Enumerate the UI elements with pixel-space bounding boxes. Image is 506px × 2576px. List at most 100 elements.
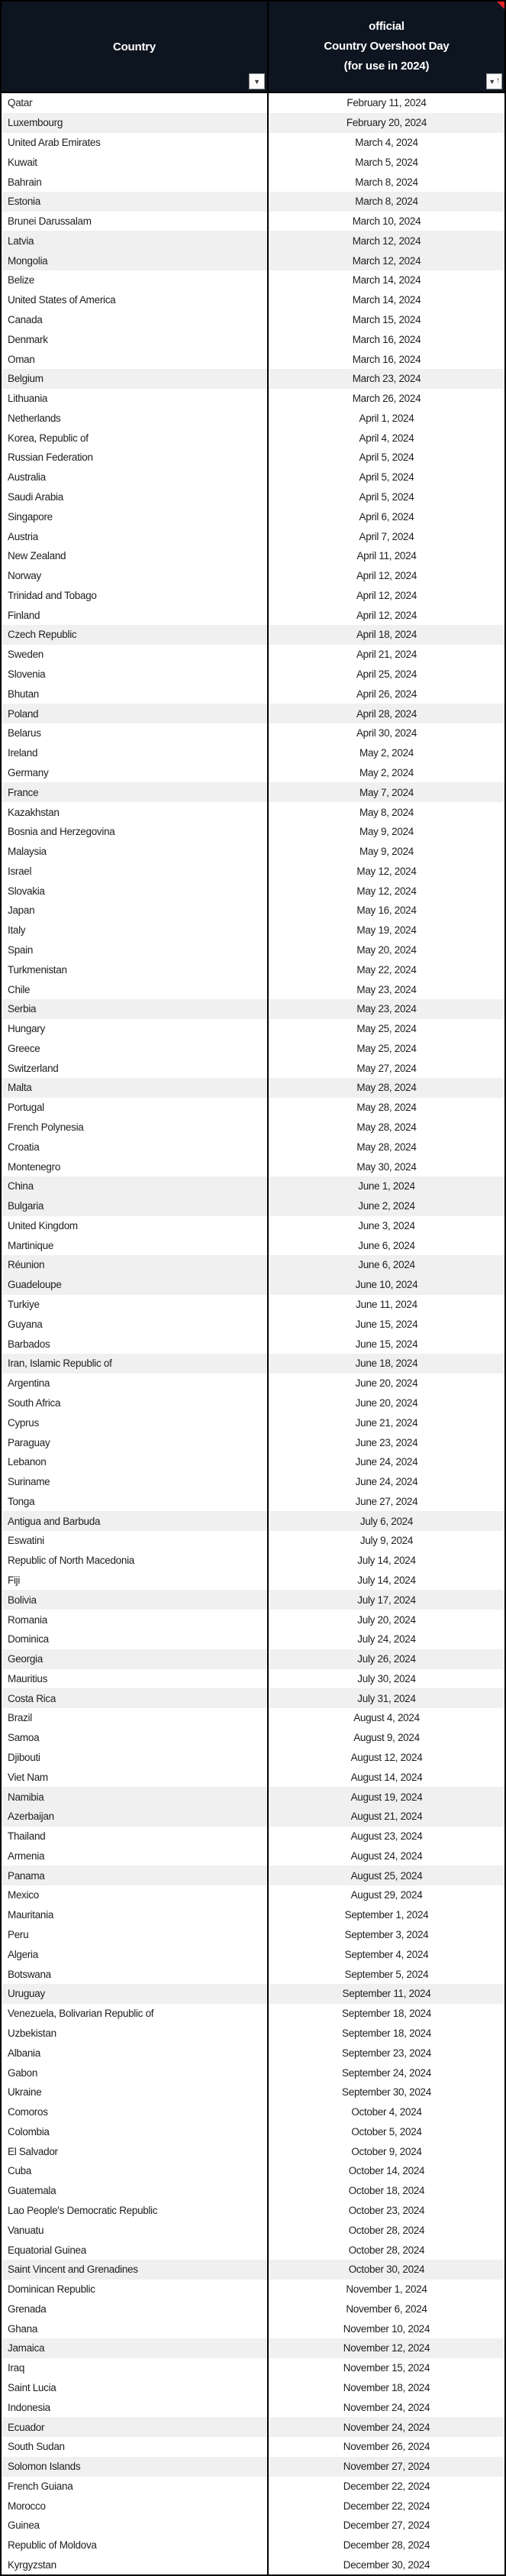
country-cell[interactable]: Russian Federation: [2, 448, 269, 468]
country-cell[interactable]: Turkmenistan: [2, 960, 269, 980]
date-cell[interactable]: May 9, 2024: [359, 846, 414, 858]
country-cell[interactable]: Ghana: [2, 2319, 269, 2339]
date-cell[interactable]: November 12, 2024: [343, 2342, 430, 2354]
date-cell[interactable]: June 6, 2024: [358, 1259, 415, 1271]
date-cell[interactable]: February 11, 2024: [346, 97, 427, 109]
country-cell[interactable]: Estonia: [2, 191, 269, 212]
date-cell[interactable]: August 19, 2024: [350, 1791, 423, 1803]
country-cell[interactable]: Equatorial Guinea: [2, 2240, 269, 2260]
date-cell[interactable]: September 30, 2024: [342, 2086, 431, 2099]
date-cell[interactable]: March 8, 2024: [355, 196, 418, 208]
country-cell[interactable]: Luxembourg: [2, 112, 269, 133]
date-cell[interactable]: November 6, 2024: [346, 2303, 427, 2315]
date-cell[interactable]: May 28, 2024: [356, 1082, 417, 1094]
date-cell[interactable]: April 5, 2024: [359, 491, 414, 503]
date-cell[interactable]: June 24, 2024: [355, 1456, 418, 1468]
country-cell[interactable]: France: [2, 782, 269, 803]
country-cell[interactable]: Spain: [2, 940, 269, 960]
country-cell[interactable]: Kyrgyzstan: [2, 2555, 269, 2574]
date-cell[interactable]: July 6, 2024: [359, 1515, 414, 1527]
date-cell[interactable]: December 27, 2024: [343, 2519, 430, 2532]
country-cell[interactable]: Montenegro: [2, 1157, 269, 1176]
country-cell[interactable]: Fiji: [2, 1570, 269, 1591]
date-cell[interactable]: May 25, 2024: [356, 1023, 417, 1035]
country-cell[interactable]: Brazil: [2, 1708, 269, 1728]
country-cell[interactable]: Namibia: [2, 1787, 269, 1807]
country-cell[interactable]: Argentina: [2, 1373, 269, 1393]
country-cell[interactable]: Japan: [2, 901, 269, 921]
country-cell[interactable]: Sweden: [2, 644, 269, 665]
date-cell[interactable]: November 10, 2024: [343, 2322, 430, 2335]
country-cell[interactable]: Jamaica: [2, 2338, 269, 2358]
country-cell[interactable]: Switzerland: [2, 1058, 269, 1079]
country-cell[interactable]: Canada: [2, 309, 269, 330]
country-cell[interactable]: Costa Rica: [2, 1688, 269, 1709]
country-cell[interactable]: Grenada: [2, 2299, 269, 2319]
date-cell[interactable]: August 14, 2024: [350, 1771, 423, 1783]
date-cell[interactable]: April 30, 2024: [356, 727, 417, 739]
date-cell[interactable]: September 18, 2024: [342, 2008, 431, 2020]
country-cell[interactable]: Martinique: [2, 1235, 269, 1256]
date-cell[interactable]: May 22, 2024: [356, 963, 417, 976]
country-cell[interactable]: Iran, Islamic Republic of: [2, 1354, 269, 1374]
country-cell[interactable]: Viet Nam: [2, 1767, 269, 1788]
date-cell[interactable]: August 23, 2024: [350, 1830, 423, 1843]
country-cell[interactable]: El Salvador: [2, 2141, 269, 2162]
country-cell[interactable]: Malaysia: [2, 841, 269, 862]
date-cell[interactable]: August 21, 2024: [350, 1811, 423, 1823]
country-cell[interactable]: Uruguay: [2, 1984, 269, 2004]
date-cell[interactable]: April 5, 2024: [359, 471, 414, 484]
date-cell[interactable]: December 30, 2024: [343, 2559, 430, 2571]
date-cell[interactable]: May 9, 2024: [359, 826, 414, 838]
date-cell[interactable]: June 10, 2024: [355, 1279, 418, 1291]
date-cell[interactable]: October 28, 2024: [348, 2224, 425, 2236]
date-cell[interactable]: March 16, 2024: [352, 353, 421, 365]
country-cell[interactable]: Mongolia: [2, 251, 269, 271]
country-cell[interactable]: Guatemala: [2, 2180, 269, 2201]
date-cell[interactable]: May 23, 2024: [356, 1003, 417, 1015]
date-cell[interactable]: September 5, 2024: [344, 1968, 429, 1980]
date-cell[interactable]: July 30, 2024: [357, 1672, 416, 1684]
country-cell[interactable]: Austria: [2, 526, 269, 546]
date-cell[interactable]: June 20, 2024: [355, 1377, 418, 1390]
country-cell[interactable]: Comoros: [2, 2102, 269, 2122]
date-cell[interactable]: October 14, 2024: [348, 2165, 425, 2177]
country-cell[interactable]: Barbados: [2, 1334, 269, 1354]
country-cell[interactable]: Turkiye: [2, 1294, 269, 1315]
date-cell[interactable]: July 20, 2024: [357, 1613, 416, 1626]
country-cell[interactable]: Belarus: [2, 723, 269, 743]
date-cell[interactable]: May 19, 2024: [356, 924, 417, 937]
date-cell[interactable]: September 18, 2024: [342, 2027, 431, 2039]
country-cell[interactable]: Bosnia and Herzegovina: [2, 821, 269, 842]
date-cell[interactable]: October 9, 2024: [351, 2145, 422, 2157]
date-cell[interactable]: July 14, 2024: [357, 1574, 416, 1586]
country-cell[interactable]: China: [2, 1176, 269, 1196]
country-cell[interactable]: United States of America: [2, 290, 269, 310]
date-cell[interactable]: July 9, 2024: [359, 1535, 414, 1547]
country-cell[interactable]: Belgium: [2, 368, 269, 389]
date-cell[interactable]: February 20, 2024: [346, 117, 427, 129]
country-cell[interactable]: Trinidad and Tobago: [2, 585, 269, 606]
date-cell[interactable]: July 14, 2024: [357, 1555, 416, 1567]
country-cell[interactable]: Eswatini: [2, 1531, 269, 1551]
date-cell[interactable]: June 3, 2024: [358, 1219, 415, 1231]
country-cell[interactable]: French Polynesia: [2, 1117, 269, 1138]
country-cell[interactable]: Solomon Islands: [2, 2456, 269, 2477]
country-cell[interactable]: Brunei Darussalam: [2, 211, 269, 231]
country-cell[interactable]: Saudi Arabia: [2, 487, 269, 507]
country-cell[interactable]: United Arab Emirates: [2, 132, 269, 153]
country-cell[interactable]: Algeria: [2, 1944, 269, 1965]
date-cell[interactable]: December 22, 2024: [343, 2500, 430, 2512]
country-cell[interactable]: Dominica: [2, 1629, 269, 1649]
country-cell[interactable]: South Africa: [2, 1393, 269, 1413]
country-cell[interactable]: Gabon: [2, 2063, 269, 2082]
date-cell[interactable]: April 25, 2024: [356, 668, 417, 681]
country-cell[interactable]: Ireland: [2, 743, 269, 763]
date-cell[interactable]: May 28, 2024: [356, 1141, 417, 1153]
country-cell[interactable]: Republic of Moldova: [2, 2535, 269, 2555]
country-cell[interactable]: French Guiana: [2, 2476, 269, 2497]
country-cell[interactable]: Netherlands: [2, 408, 269, 429]
country-cell[interactable]: Bhutan: [2, 684, 269, 704]
date-cell[interactable]: November 18, 2024: [343, 2382, 430, 2394]
date-cell[interactable]: May 12, 2024: [356, 885, 417, 897]
